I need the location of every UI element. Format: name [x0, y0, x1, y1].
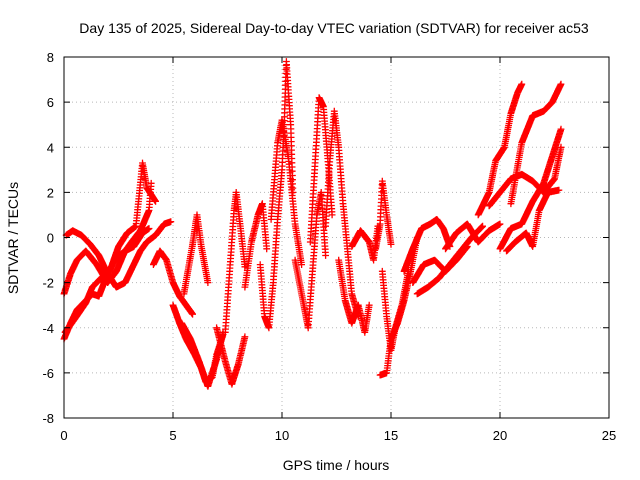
x-tick-label: 0 — [60, 428, 67, 443]
plus-markers — [178, 319, 227, 390]
data-series — [496, 125, 565, 253]
plus-markers — [267, 116, 305, 268]
data-series — [150, 247, 196, 318]
data-series — [61, 159, 159, 336]
data-series — [180, 211, 212, 298]
chart-title: Day 135 of 2025, Sidereal Day-to-day VTE… — [79, 20, 589, 36]
x-tick-label: 5 — [169, 428, 176, 443]
x-tick-label: 10 — [275, 428, 289, 443]
data-series — [213, 324, 249, 388]
data-series — [256, 58, 297, 332]
data-series — [474, 80, 526, 219]
data-series — [378, 267, 412, 354]
data-series — [267, 116, 305, 268]
plus-markers — [400, 216, 454, 275]
plus-markers — [180, 211, 212, 298]
plus-markers — [241, 200, 271, 291]
x-axis-label: GPS time / hours — [283, 457, 390, 473]
y-tick-label: 2 — [47, 185, 54, 200]
plus-markers — [376, 234, 421, 379]
plus-markers — [503, 186, 563, 255]
data-series — [442, 220, 504, 253]
y-tick-label: -6 — [42, 366, 54, 381]
y-axis-label: SDTVAR / TECUs — [5, 182, 21, 294]
y-tick-label: -2 — [42, 276, 54, 291]
plus-markers — [322, 107, 362, 320]
plus-markers — [496, 125, 565, 253]
x-axis: 0 5 10 15 20 25 — [60, 57, 616, 443]
plus-markers — [256, 58, 297, 332]
data-series — [291, 189, 329, 332]
data-series — [400, 216, 454, 275]
plus-markers — [335, 256, 373, 336]
x-tick-label: 25 — [602, 428, 616, 443]
data-series — [178, 319, 227, 390]
data-series — [372, 177, 395, 253]
y-tick-label: 4 — [47, 140, 54, 155]
data-series — [62, 218, 175, 291]
plus-markers — [221, 189, 249, 336]
y-axis: -8 -6 -4 -2 0 2 4 6 8 — [42, 50, 609, 426]
data-series — [335, 256, 373, 336]
y-tick-label: -8 — [42, 411, 54, 426]
plus-markers — [61, 159, 159, 336]
x-tick-label: 20 — [493, 428, 507, 443]
data-marks — [60, 58, 565, 390]
data-series — [221, 189, 249, 336]
data-series — [241, 200, 271, 291]
plus-markers — [150, 247, 196, 318]
x-tick-label: 15 — [384, 428, 398, 443]
plus-markers — [62, 218, 175, 291]
data-series — [322, 107, 362, 320]
y-tick-label: -4 — [42, 321, 54, 336]
data-series — [507, 80, 565, 208]
plus-markers — [474, 80, 526, 219]
plus-markers — [378, 267, 412, 354]
plus-markers — [291, 189, 329, 332]
plus-markers — [442, 220, 504, 253]
data-series — [503, 186, 563, 255]
y-tick-label: 0 — [47, 231, 54, 246]
y-tick-label: 6 — [47, 95, 54, 110]
y-tick-label: 8 — [47, 50, 54, 65]
plus-markers — [213, 324, 249, 388]
data-series — [376, 234, 421, 379]
plus-markers — [507, 80, 565, 208]
plus-markers — [372, 177, 395, 253]
